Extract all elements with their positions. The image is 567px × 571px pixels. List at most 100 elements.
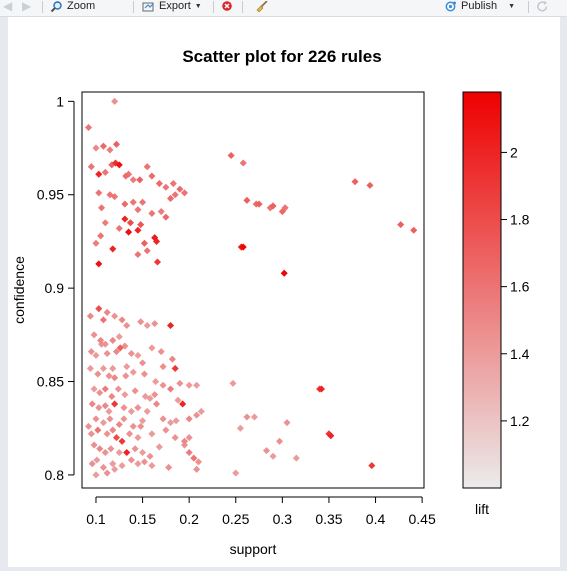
data-point (237, 425, 244, 432)
data-point (111, 400, 118, 407)
data-point (146, 453, 153, 460)
data-point (137, 423, 144, 430)
y-tick-label: 0.8 (45, 467, 65, 483)
data-point (134, 404, 141, 411)
data-point (156, 180, 163, 187)
lift-legend: 1.21.41.61.82 lift (463, 92, 530, 517)
data-point (141, 371, 148, 378)
data-point (251, 413, 258, 420)
legend-tick-label: 1.6 (510, 279, 530, 295)
x-tick-label: 0.2 (179, 511, 199, 527)
data-point (128, 408, 135, 415)
data-point (240, 159, 247, 166)
data-point (88, 163, 95, 170)
data-point (232, 470, 239, 477)
data-point (162, 184, 169, 191)
data-point (107, 445, 114, 452)
data-point (144, 247, 151, 254)
legend-tick-label: 1.2 (510, 413, 530, 429)
data-point (102, 449, 109, 456)
data-point (126, 430, 133, 437)
data-point (352, 178, 359, 185)
data-point (136, 176, 143, 183)
data-point (128, 456, 135, 463)
data-point (87, 313, 94, 320)
data-point (283, 419, 290, 426)
data-point (137, 318, 144, 325)
data-point (91, 442, 98, 449)
x-tick-label: 0.15 (129, 511, 156, 527)
data-point (92, 471, 99, 478)
data-point (102, 385, 109, 392)
data-point (104, 309, 111, 316)
data-point (169, 356, 176, 363)
y-tick-label: 0.9 (45, 280, 65, 296)
data-point (186, 449, 193, 456)
data-point (156, 443, 163, 450)
data-point (134, 434, 141, 441)
data-point (153, 400, 160, 407)
data-point (132, 387, 139, 394)
data-point (105, 372, 112, 379)
data-point (148, 462, 155, 469)
data-point (243, 413, 250, 420)
lift-colorbar (463, 92, 501, 488)
data-point (263, 447, 270, 454)
y-tick-label: 0.95 (37, 187, 64, 203)
data-point (134, 206, 141, 213)
data-point (130, 199, 137, 206)
data-point (109, 337, 116, 344)
data-point (144, 408, 151, 415)
data-point (130, 423, 137, 430)
data-point (104, 430, 111, 437)
data-point (95, 189, 102, 196)
data-point (148, 430, 155, 437)
data-point (368, 462, 375, 469)
data-point (160, 363, 167, 370)
data-point (176, 380, 183, 387)
data-point (104, 470, 111, 477)
x-axis-title: support (230, 541, 277, 557)
data-point (120, 404, 127, 411)
data-point (186, 382, 193, 389)
data-point (139, 199, 146, 206)
data-point (121, 391, 128, 398)
data-point (162, 427, 169, 434)
y-tick-label: 0.85 (37, 374, 64, 390)
data-point (109, 245, 116, 252)
data-point (109, 460, 116, 467)
x-tick-label: 0.45 (409, 511, 436, 527)
data-point (116, 421, 123, 428)
data-point (113, 434, 120, 441)
data-point (134, 352, 141, 359)
data-point (85, 423, 92, 430)
data-point (116, 333, 123, 340)
data-point (139, 449, 146, 456)
data-point (170, 180, 177, 187)
y-axis-title: confidence (11, 256, 27, 324)
y-tick-label: 1 (56, 93, 64, 109)
data-point (173, 417, 180, 424)
data-point (122, 372, 129, 379)
data-point (127, 219, 134, 226)
data-point (139, 359, 146, 366)
legend-tick-label: 1.8 (510, 212, 530, 228)
data-point (167, 385, 174, 392)
data-point (144, 163, 151, 170)
data-point (88, 430, 95, 437)
data-point (95, 305, 102, 312)
data-point (152, 378, 159, 385)
data-point (139, 417, 146, 424)
data-point (186, 415, 193, 422)
data-point (119, 438, 126, 445)
data-point (96, 445, 103, 452)
data-point (193, 466, 200, 473)
data-point (160, 382, 167, 389)
data-point (160, 415, 167, 422)
data-point (119, 462, 126, 469)
data-point (113, 141, 120, 148)
data-point (100, 143, 107, 150)
data-point (100, 464, 107, 471)
legend-tick-label: 2 (510, 144, 518, 160)
data-point (193, 382, 200, 389)
